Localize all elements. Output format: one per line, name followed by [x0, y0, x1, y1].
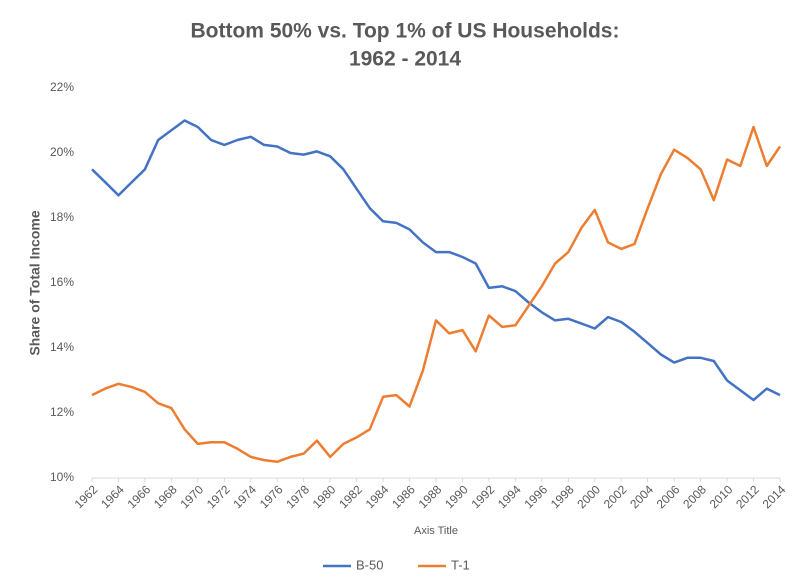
- y-tick-label: 14%: [50, 340, 74, 354]
- chart-title: Bottom 50% vs. Top 1% of US Households:: [191, 20, 620, 43]
- y-tick-label: 16%: [50, 275, 74, 289]
- y-tick-label: 22%: [50, 80, 74, 94]
- y-tick-label: 12%: [50, 405, 74, 419]
- series-line: [91, 125, 782, 464]
- y-axis-label: Share of Total Income: [27, 210, 43, 355]
- x-axis-label: Axis Title: [414, 525, 458, 537]
- y-tick-label: 10%: [50, 470, 74, 484]
- y-tick-label: 18%: [50, 210, 74, 224]
- legend-label: B-50: [356, 557, 383, 572]
- chart-title: 1962 - 2014: [349, 48, 461, 71]
- y-tick-label: 20%: [50, 145, 74, 159]
- series-line: [91, 119, 781, 402]
- legend-label: T-1: [451, 557, 470, 572]
